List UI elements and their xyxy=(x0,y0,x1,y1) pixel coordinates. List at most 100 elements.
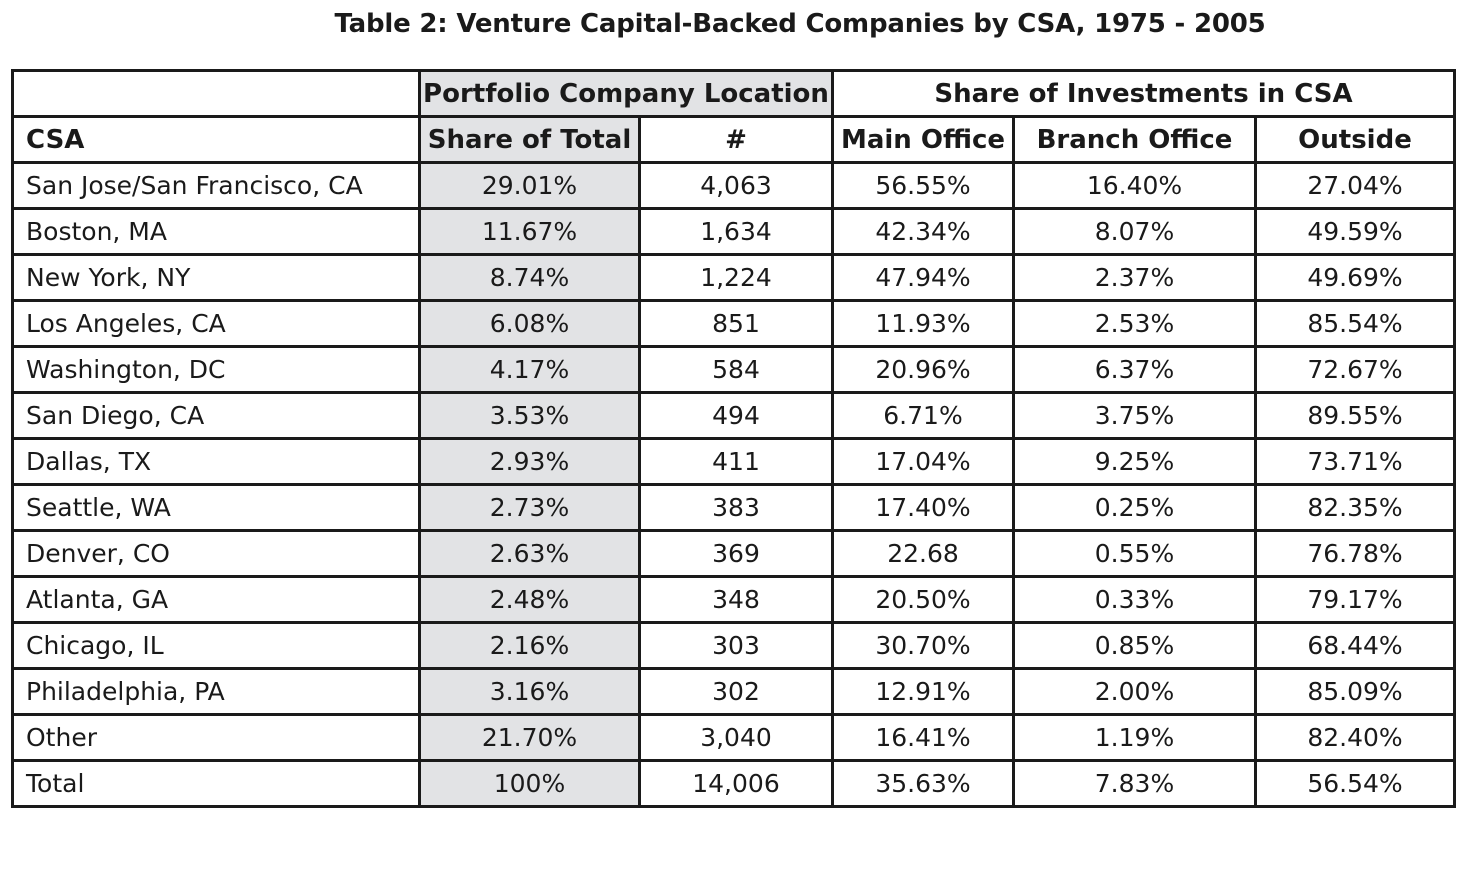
column-header-count: # xyxy=(638,115,834,164)
cell-share-of-total: 29.01% xyxy=(418,161,641,210)
cell-branch-office: 7.83% xyxy=(1012,759,1257,808)
cell-branch-office: 2.37% xyxy=(1012,253,1257,302)
table-row: Los Angeles, CA 6.08% 851 11.93% 2.53% 85.54% xyxy=(11,299,1456,348)
cell-main-office: 30.70% xyxy=(831,621,1015,670)
group-header-portfolio-location: Portfolio Company Location xyxy=(418,69,834,118)
cell-count: 303 xyxy=(638,621,834,670)
cell-count: 383 xyxy=(638,483,834,532)
table-row: Atlanta, GA 2.48% 348 20.50% 0.33% 79.17% xyxy=(11,575,1456,624)
cell-csa: Other xyxy=(11,713,421,762)
cell-outside: 76.78% xyxy=(1254,529,1456,578)
column-header-csa: CSA xyxy=(11,115,421,164)
cell-branch-office: 6.37% xyxy=(1012,345,1257,394)
cell-outside: 68.44% xyxy=(1254,621,1456,670)
cell-csa: Philadelphia, PA xyxy=(11,667,421,716)
cell-share-of-total: 2.73% xyxy=(418,483,641,532)
cell-csa: Total xyxy=(11,759,421,808)
column-header-outside: Outside xyxy=(1254,115,1456,164)
cell-count: 584 xyxy=(638,345,834,394)
cell-count: 348 xyxy=(638,575,834,624)
cell-branch-office: 0.55% xyxy=(1012,529,1257,578)
cell-share-of-total: 21.70% xyxy=(418,713,641,762)
table-row: Boston, MA 11.67% 1,634 42.34% 8.07% 49.59% xyxy=(11,207,1456,256)
cell-outside: 79.17% xyxy=(1254,575,1456,624)
cell-share-of-total: 8.74% xyxy=(418,253,641,302)
cell-csa: Denver, CO xyxy=(11,529,421,578)
cell-outside: 73.71% xyxy=(1254,437,1456,486)
cell-outside: 27.04% xyxy=(1254,161,1456,210)
column-header-branch-office: Branch Office xyxy=(1012,115,1257,164)
table-row: New York, NY 8.74% 1,224 47.94% 2.37% 49.69% xyxy=(11,253,1456,302)
cell-main-office: 6.71% xyxy=(831,391,1015,440)
cell-csa: New York, NY xyxy=(11,253,421,302)
cell-count: 411 xyxy=(638,437,834,486)
cell-count: 1,634 xyxy=(638,207,834,256)
column-header-row: CSA Share of Total # Main Office Branch … xyxy=(11,115,1456,164)
cell-csa: Los Angeles, CA xyxy=(11,299,421,348)
cell-outside: 49.59% xyxy=(1254,207,1456,256)
cell-count: 494 xyxy=(638,391,834,440)
cell-count: 302 xyxy=(638,667,834,716)
cell-outside: 49.69% xyxy=(1254,253,1456,302)
cell-outside: 82.40% xyxy=(1254,713,1456,762)
cell-outside: 89.55% xyxy=(1254,391,1456,440)
cell-outside: 72.67% xyxy=(1254,345,1456,394)
table-row: Denver, CO 2.63% 369 22.68 0.55% 76.78% xyxy=(11,529,1456,578)
table-row: Dallas, TX 2.93% 411 17.04% 9.25% 73.71% xyxy=(11,437,1456,486)
cell-outside: 82.35% xyxy=(1254,483,1456,532)
cell-branch-office: 0.33% xyxy=(1012,575,1257,624)
cell-main-office: 56.55% xyxy=(831,161,1015,210)
cell-csa: Seattle, WA xyxy=(11,483,421,532)
cell-main-office: 20.50% xyxy=(831,575,1015,624)
cell-outside: 85.09% xyxy=(1254,667,1456,716)
cell-csa: Atlanta, GA xyxy=(11,575,421,624)
cell-count: 851 xyxy=(638,299,834,348)
cell-count: 3,040 xyxy=(638,713,834,762)
group-header-empty xyxy=(11,69,421,118)
cell-main-office: 20.96% xyxy=(831,345,1015,394)
cell-csa: Chicago, IL xyxy=(11,621,421,670)
cell-share-of-total: 3.53% xyxy=(418,391,641,440)
cell-share-of-total: 2.93% xyxy=(418,437,641,486)
cell-main-office: 17.40% xyxy=(831,483,1015,532)
table-row: Philadelphia, PA 3.16% 302 12.91% 2.00% 85.09… xyxy=(11,667,1456,716)
cell-count: 14,006 xyxy=(638,759,834,808)
cell-main-office: 11.93% xyxy=(831,299,1015,348)
table-row: Seattle, WA 2.73% 383 17.40% 0.25% 82.35% xyxy=(11,483,1456,532)
cell-branch-office: 0.25% xyxy=(1012,483,1257,532)
vc-companies-table: Portfolio Company Location Share of Inve… xyxy=(11,69,1456,808)
cell-share-of-total: 100% xyxy=(418,759,641,808)
cell-main-office: 16.41% xyxy=(831,713,1015,762)
table-row: San Jose/San Francisco, CA 29.01% 4,063 56.… xyxy=(11,161,1456,210)
table-row: San Diego, CA 3.53% 494 6.71% 3.75% 89.55% xyxy=(11,391,1456,440)
cell-share-of-total: 2.48% xyxy=(418,575,641,624)
cell-branch-office: 2.53% xyxy=(1012,299,1257,348)
cell-branch-office: 3.75% xyxy=(1012,391,1257,440)
cell-main-office: 17.04% xyxy=(831,437,1015,486)
cell-branch-office: 9.25% xyxy=(1012,437,1257,486)
cell-csa: Dallas, TX xyxy=(11,437,421,486)
table-row: Washington, DC 4.17% 584 20.96% 6.37% 72.67% xyxy=(11,345,1456,394)
cell-share-of-total: 11.67% xyxy=(418,207,641,256)
cell-count: 4,063 xyxy=(638,161,834,210)
cell-branch-office: 16.40% xyxy=(1012,161,1257,210)
cell-outside: 56.54% xyxy=(1254,759,1456,808)
cell-share-of-total: 3.16% xyxy=(418,667,641,716)
table-row: Other 21.70% 3,040 16.41% 1.19% 82.40% xyxy=(11,713,1456,762)
cell-main-office: 22.68 xyxy=(831,529,1015,578)
cell-count: 1,224 xyxy=(638,253,834,302)
cell-count: 369 xyxy=(638,529,834,578)
cell-share-of-total: 4.17% xyxy=(418,345,641,394)
cell-csa: San Diego, CA xyxy=(11,391,421,440)
cell-main-office: 35.63% xyxy=(831,759,1015,808)
cell-csa: San Jose/San Francisco, CA xyxy=(11,161,421,210)
cell-main-office: 42.34% xyxy=(831,207,1015,256)
cell-main-office: 12.91% xyxy=(831,667,1015,716)
cell-branch-office: 8.07% xyxy=(1012,207,1257,256)
group-header-share-of-investments: Share of Investments in CSA xyxy=(831,69,1456,118)
cell-branch-office: 1.19% xyxy=(1012,713,1257,762)
group-header-row: Portfolio Company Location Share of Inve… xyxy=(11,69,1456,118)
cell-outside: 85.54% xyxy=(1254,299,1456,348)
cell-share-of-total: 2.16% xyxy=(418,621,641,670)
cell-csa: Boston, MA xyxy=(11,207,421,256)
